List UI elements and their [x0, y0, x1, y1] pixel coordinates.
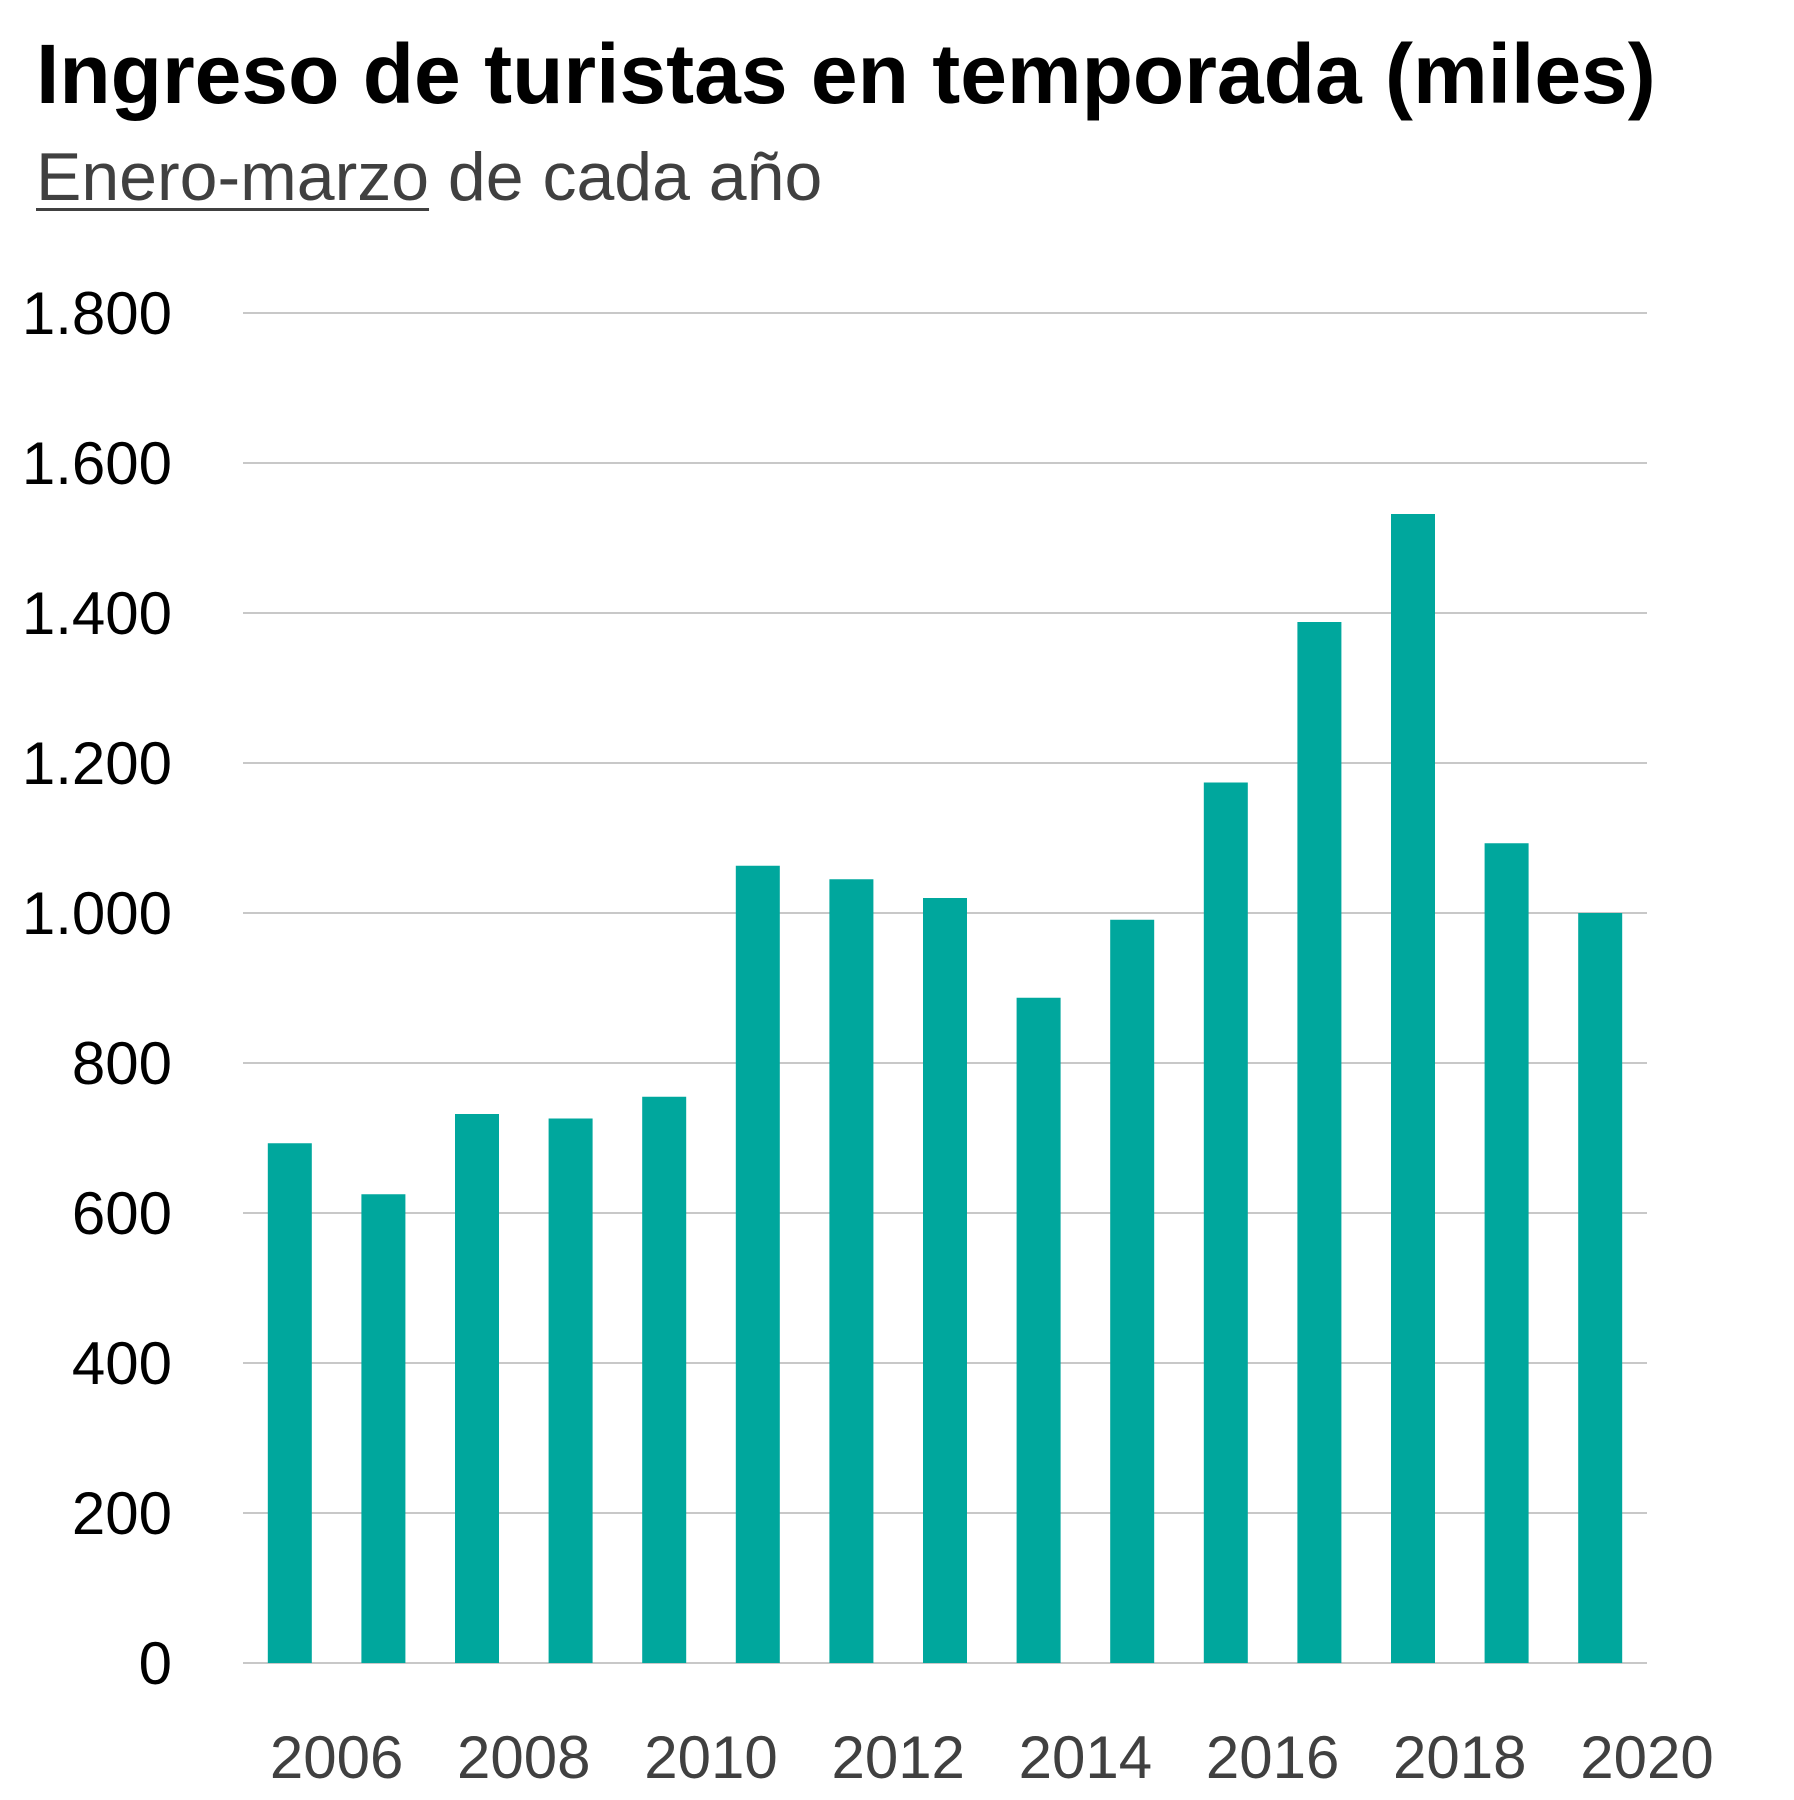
- y-tick-label: 1.400: [22, 580, 172, 647]
- bar-2017: [1297, 622, 1342, 1663]
- bar-2018: [1391, 514, 1435, 1663]
- y-tick-label: 200: [72, 1480, 172, 1547]
- x-tick-label: 2014: [1019, 1724, 1152, 1791]
- x-axis: 2006 2008 2010 2012 2014 2016 2018 2020: [270, 1724, 1714, 1791]
- subtitle-rest: de cada año: [429, 139, 823, 215]
- bar-2009: [548, 1118, 593, 1663]
- x-tick-label: 2010: [644, 1724, 777, 1791]
- x-tick-label: 2008: [457, 1724, 590, 1791]
- y-tick-label: 600: [72, 1180, 172, 1247]
- chart-subtitle: Enero-marzo de cada año: [36, 140, 822, 215]
- x-tick-label: 2020: [1580, 1724, 1713, 1791]
- bar-2015: [1110, 919, 1155, 1663]
- bar-2007: [361, 1194, 406, 1663]
- bar-2019: [1484, 843, 1529, 1663]
- y-axis: 0 200 400 600 800 1.000 1.200 1.400 1.600 1.800: [22, 280, 172, 1697]
- y-tick-label: 400: [72, 1330, 172, 1397]
- y-tick-label: 1.800: [22, 280, 172, 347]
- y-tick-label: 0: [139, 1630, 172, 1697]
- y-tick-label: 1.200: [22, 730, 172, 797]
- bars: [267, 514, 1623, 1663]
- y-tick-label: 800: [72, 1030, 172, 1097]
- x-tick-label: 2018: [1393, 1724, 1526, 1791]
- bar-2014: [1016, 997, 1061, 1663]
- bar-2011: [735, 865, 780, 1663]
- x-tick-label: 2016: [1206, 1724, 1339, 1791]
- y-tick-label: 1.000: [22, 880, 172, 947]
- bar-2016: [1203, 782, 1248, 1663]
- bar-2008: [455, 1114, 499, 1663]
- x-tick-label: 2012: [831, 1724, 964, 1791]
- y-tick-label: 1.600: [22, 430, 172, 497]
- bar-2010: [642, 1096, 687, 1663]
- subtitle-period: Enero-marzo: [36, 139, 430, 215]
- x-tick-label: 2006: [270, 1724, 403, 1791]
- bar-2006: [267, 1143, 312, 1663]
- bar-2012: [829, 879, 874, 1663]
- bar-2020: [1578, 913, 1623, 1663]
- chart-title: Ingreso de turistas en temporada (miles): [36, 27, 1656, 121]
- bar-2013: [923, 898, 967, 1663]
